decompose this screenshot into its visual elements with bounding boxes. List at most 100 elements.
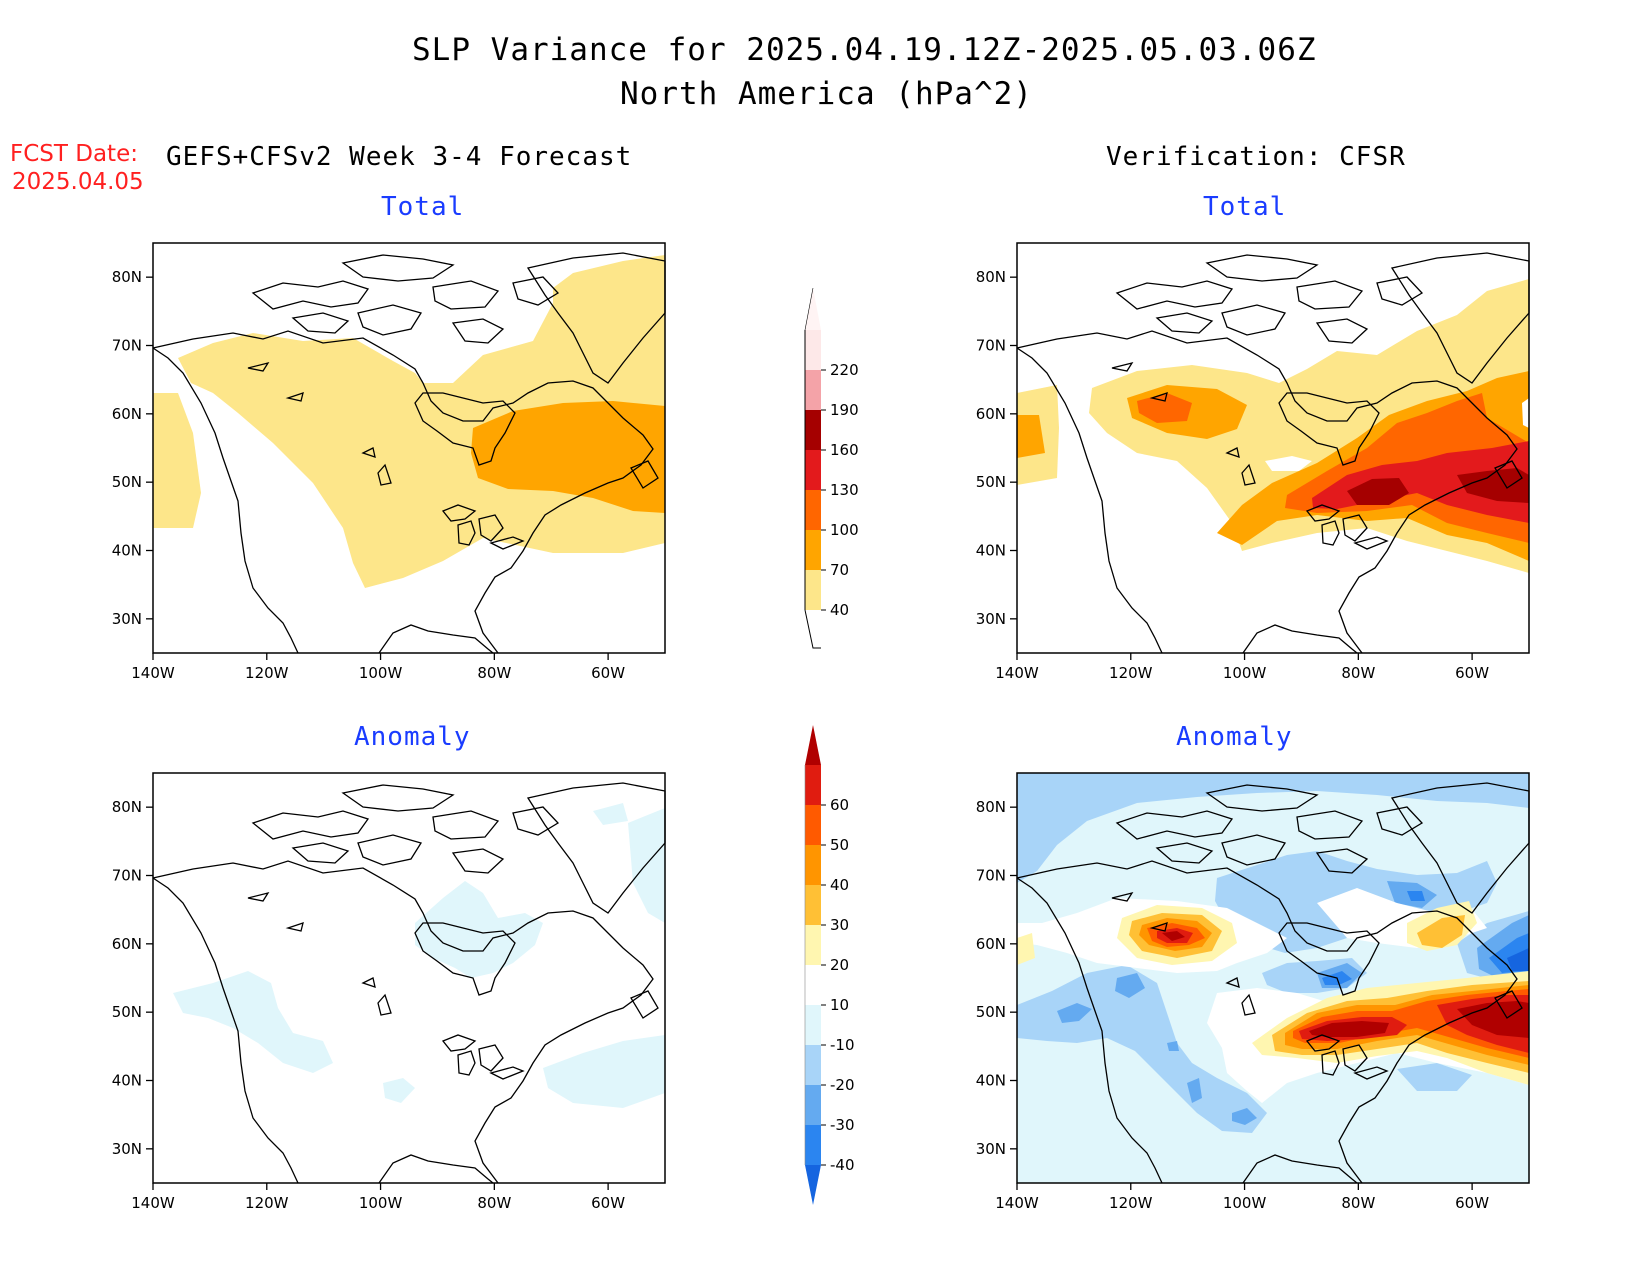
title-line2: North America (hPa^2) — [620, 76, 1033, 112]
axes-layer: 140W 120W 100W 80W 60W 80N 70N 60N 50N 40N 30N 140W… — [112, 268, 1490, 1212]
contour-anomaly-negative — [1017, 773, 1529, 883]
colorbar-label: -30 — [830, 1116, 855, 1134]
lon-tick-label: 60W — [1455, 1194, 1489, 1212]
lon-tick-label: 80W — [1341, 1194, 1375, 1212]
contour-anomaly-negative — [173, 971, 333, 1073]
contour-anomaly-positive — [1457, 1001, 1529, 1038]
colorbar-upper-extension — [805, 725, 821, 765]
lat-tick-label: 40N — [976, 1072, 1006, 1090]
lat-tick-label: 60N — [976, 935, 1006, 953]
colorbar-box — [805, 1085, 821, 1125]
contour-anomaly-negative — [1232, 1108, 1257, 1125]
lon-tick-label: 120W — [1109, 1194, 1153, 1212]
lat-tick-label: 40N — [112, 1072, 142, 1090]
lat-tick-label: 30N — [112, 1140, 142, 1158]
contour-anomaly-negative — [1397, 1063, 1472, 1091]
lon-tick-label: 120W — [1109, 664, 1153, 682]
panel-title-forecast-total: Total — [381, 192, 465, 222]
contour-total-100 — [1137, 393, 1192, 423]
contour-anomaly-negative — [1115, 973, 1145, 998]
colorbar-anomaly: -40 -30 -20 -10 10 20 30 40 50 60 — [804, 725, 855, 1205]
fcst-date-value: 2025.04.05 — [12, 169, 144, 195]
colorbar-box — [805, 330, 821, 370]
lon-tick-label: 140W — [131, 664, 175, 682]
lon-tick-label: 100W — [359, 664, 403, 682]
colorbar-label: 40 — [830, 876, 849, 894]
contour-anomaly-negative — [1057, 1003, 1092, 1023]
colorbar-box — [805, 370, 821, 410]
contour-total-70 — [1017, 415, 1045, 458]
lat-tick-label: 40N — [112, 542, 142, 560]
contour-anomaly-negative — [1507, 948, 1529, 971]
colorbar-total: 40 70 100 130 160 190 220 — [804, 287, 859, 649]
contour-anomaly-positive — [1309, 1021, 1389, 1037]
contour-anomaly-negative — [543, 1035, 665, 1108]
lat-tick-label: 60N — [976, 405, 1006, 423]
contour-anomaly-negative — [383, 1078, 415, 1103]
lon-tick-label: 80W — [1341, 664, 1375, 682]
fcst-date-label: FCST Date: — [10, 141, 138, 167]
colorbar-lower-extension — [805, 610, 821, 648]
contour-total-70 — [471, 401, 665, 513]
lat-tick-label: 70N — [112, 867, 142, 885]
lon-tick-label: 120W — [245, 664, 289, 682]
contour-anomaly-negative — [415, 881, 543, 978]
lon-tick-label: 60W — [1455, 664, 1489, 682]
colorbar-box — [805, 965, 821, 1005]
lon-tick-label: 60W — [591, 664, 625, 682]
colorbar-upper-extension — [805, 288, 821, 330]
colorbar-lower-extension-edge — [804, 609, 821, 649]
colorbar-lower-extension — [805, 1165, 821, 1205]
lon-tick-label: 140W — [131, 1194, 175, 1212]
panel-title-forecast-anomaly: Anomaly — [354, 722, 471, 752]
contour-total-40 — [178, 255, 665, 588]
colorbar-box — [805, 410, 821, 450]
lon-tick-label: 100W — [359, 1194, 403, 1212]
contour-anomaly-negative — [628, 808, 665, 923]
colorbar-label: 100 — [830, 521, 859, 539]
lat-tick-label: 50N — [112, 1003, 142, 1021]
lon-tick-label: 80W — [477, 664, 511, 682]
title-line1: SLP Variance for 2025.04.19.12Z-2025.05.… — [412, 32, 1317, 68]
colorbar-box — [805, 1125, 821, 1165]
lat-tick-label: 60N — [112, 935, 142, 953]
lon-tick-label: 140W — [995, 1194, 1039, 1212]
lat-tick-label: 50N — [976, 1003, 1006, 1021]
colorbar-label: -10 — [830, 1036, 855, 1054]
colorbar-box — [805, 1045, 821, 1085]
colorbar-box — [805, 530, 821, 570]
column-title-forecast: GEFS+CFSv2 Week 3-4 Forecast — [166, 142, 633, 172]
colorbar-box — [805, 570, 821, 610]
contour-anomaly-negative — [1407, 891, 1425, 901]
colorbar-label: 20 — [830, 956, 849, 974]
panel-verification-total — [1016, 242, 1530, 654]
lon-tick-label: 80W — [477, 1194, 511, 1212]
colorbar-label: 10 — [830, 996, 849, 1014]
lon-tick-label: 120W — [245, 1194, 289, 1212]
panel-forecast-total — [152, 242, 666, 654]
lat-tick-label: 80N — [112, 268, 142, 286]
lon-tick-label: 60W — [591, 1194, 625, 1212]
lon-tick-label: 100W — [1223, 664, 1267, 682]
colorbar-label: 40 — [830, 601, 849, 619]
lat-tick-label: 50N — [976, 473, 1006, 491]
contour-anomaly-positive — [1017, 933, 1035, 965]
lat-tick-label: 70N — [976, 867, 1006, 885]
lat-tick-label: 30N — [112, 610, 142, 628]
colorbar-box — [805, 925, 821, 965]
panel-title-verification-anomaly: Anomaly — [1176, 722, 1293, 752]
column-title-verification: Verification: CFSR — [1106, 142, 1406, 172]
contour-anomaly-positive — [1162, 931, 1185, 941]
lat-tick-label: 60N — [112, 405, 142, 423]
lat-tick-label: 80N — [976, 268, 1006, 286]
colorbar-label: 70 — [830, 561, 849, 579]
colorbar-label: 220 — [830, 361, 859, 379]
contour-total-160 — [1347, 478, 1409, 505]
contour-anomaly-positive — [1417, 915, 1465, 948]
lat-tick-label: 50N — [112, 473, 142, 491]
colorbar-label: 30 — [830, 916, 849, 934]
contour-total-40 — [153, 393, 201, 528]
panel-title-verification-total: Total — [1203, 192, 1287, 222]
colorbar-box — [805, 490, 821, 530]
